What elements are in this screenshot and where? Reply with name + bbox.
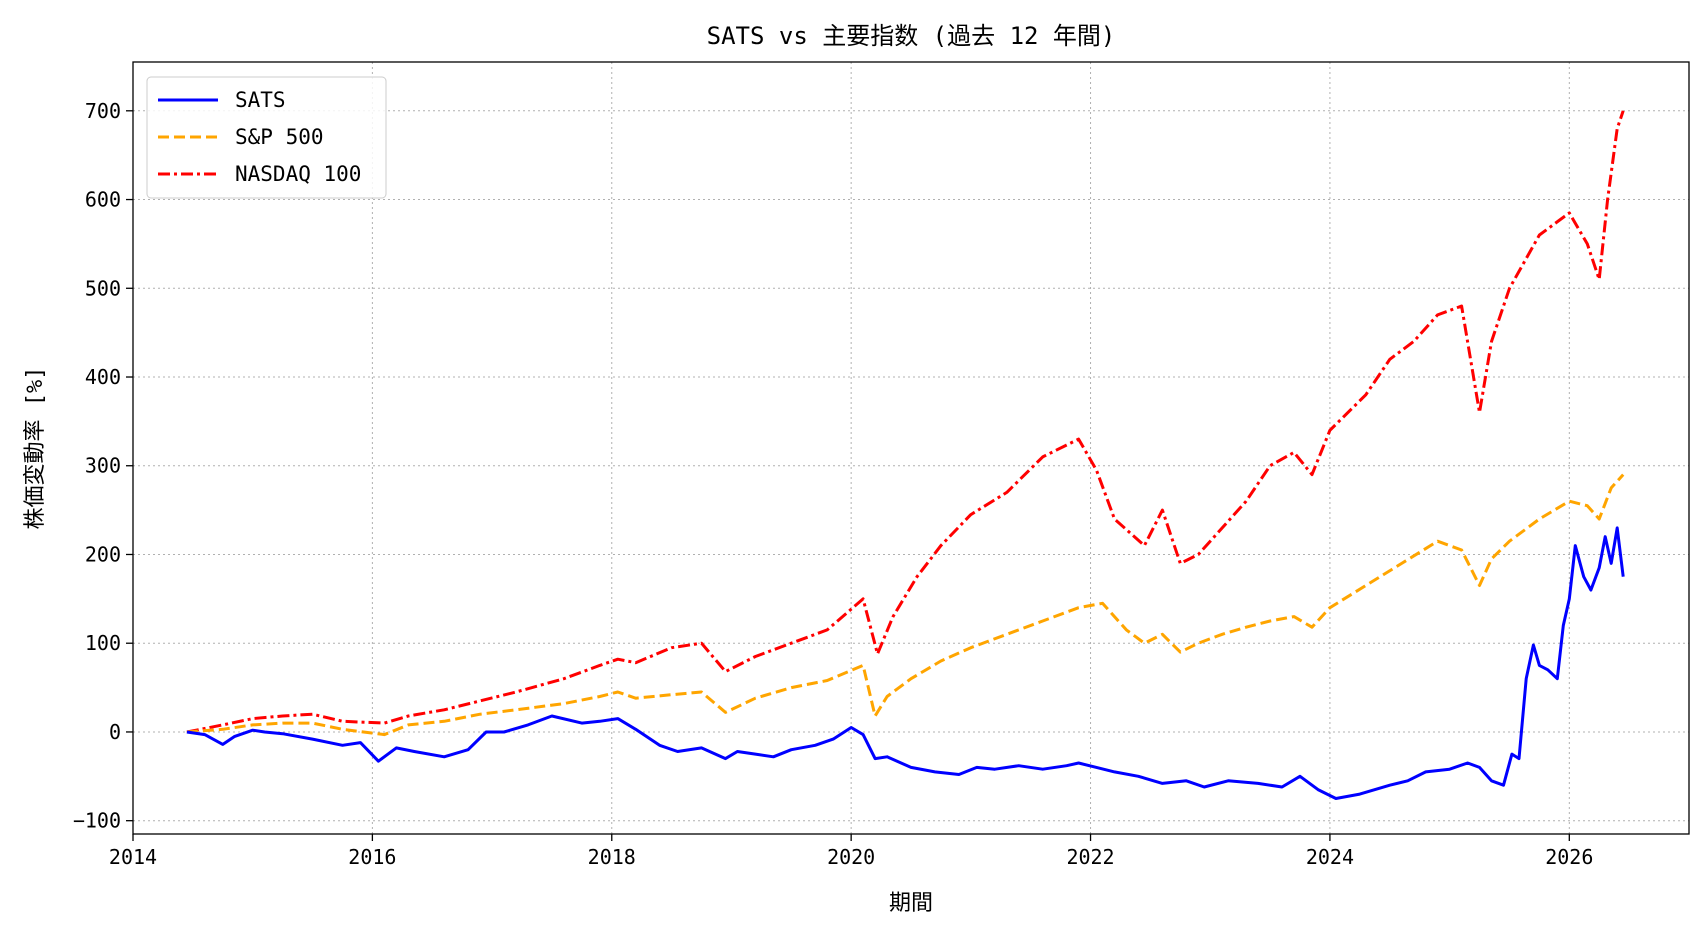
- y-tick-label: 400: [85, 365, 121, 389]
- x-tick-label: 2020: [827, 845, 875, 869]
- x-tick-label: 2022: [1066, 845, 1114, 869]
- x-axis: 2014 2016 2018 2020 2022 2024 2026: [109, 834, 1593, 869]
- legend-label-nasdaq100: NASDAQ 100: [235, 162, 361, 186]
- series-layer: [186, 110, 1625, 800]
- legend-label-sp500: S&P 500: [235, 125, 324, 149]
- x-tick-label: 2018: [588, 845, 636, 869]
- legend-frame: [146, 76, 387, 199]
- x-tick-label: 2014: [109, 845, 157, 869]
- y-tick-label: 0: [109, 720, 121, 744]
- y-tick-label: 600: [85, 188, 121, 212]
- y-tick-label: 100: [85, 631, 121, 655]
- sp500-line: [186, 473, 1625, 737]
- sats-line: [186, 526, 1625, 800]
- legend-label-sats: SATS: [235, 88, 286, 112]
- y-axis-label: 株価変動率 [%]: [23, 367, 48, 530]
- x-tick-label: 2024: [1306, 845, 1354, 869]
- y-tick-label: 300: [85, 454, 121, 478]
- chart-title: SATS vs 主要指数 (過去 12 年間): [707, 22, 1116, 50]
- y-tick-label: −100: [73, 809, 121, 833]
- y-tick-label: 200: [85, 542, 121, 566]
- x-axis-label: 期間: [889, 891, 933, 916]
- legend: SATS S&P 500 NASDAQ 100: [146, 76, 387, 199]
- plot-frame: [132, 61, 1690, 835]
- x-tick-label: 2016: [348, 845, 396, 869]
- y-tick-label: 700: [85, 99, 121, 123]
- x-tick-label: 2026: [1545, 845, 1593, 869]
- y-tick-label: 500: [85, 276, 121, 300]
- y-axis: −100 0 100 200 300 400 500 600 700: [73, 99, 133, 833]
- nasdaq100-line: [186, 110, 1625, 734]
